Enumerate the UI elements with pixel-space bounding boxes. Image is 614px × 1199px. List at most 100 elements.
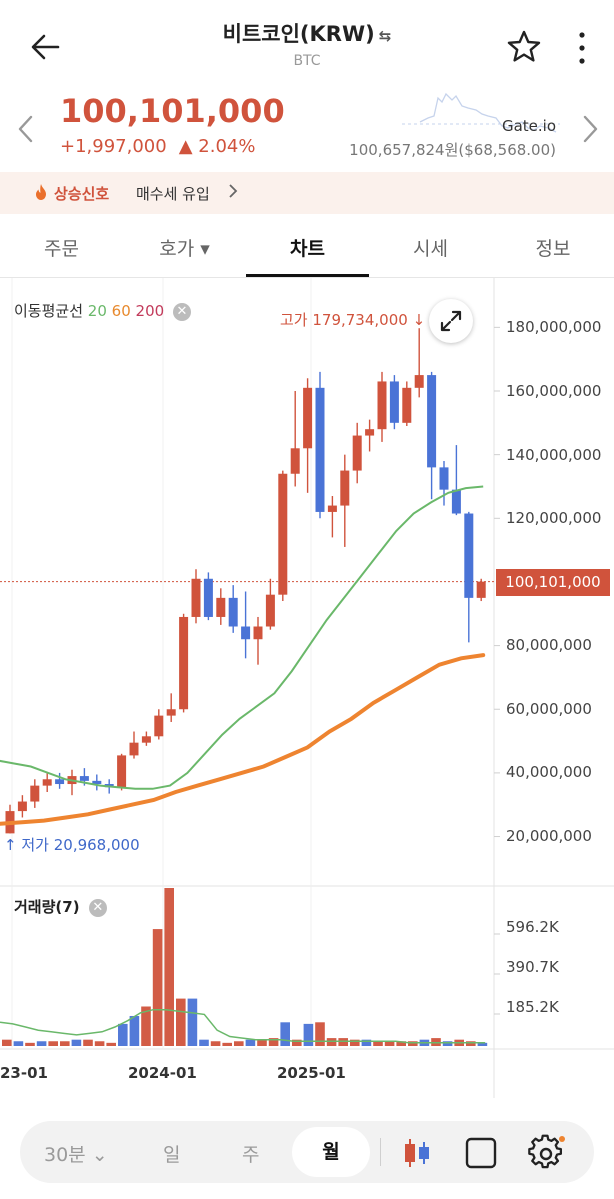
volume-bar: [176, 998, 186, 1046]
coin-name: 비트코인(KRW): [222, 22, 375, 46]
x-tick-label: 2024-01: [128, 1064, 197, 1082]
candle-body: [439, 467, 449, 490]
high-price-label: 고가 179,734,000 ↓: [280, 309, 425, 330]
signal-label: 상승신호: [54, 185, 110, 203]
tab-chart[interactable]: 차트: [290, 238, 325, 260]
volume-bar: [210, 1041, 221, 1046]
current-price-tag: 100,101,000: [496, 569, 610, 596]
signal-text: 매수세 유입: [136, 185, 210, 203]
volume-bar: [106, 1042, 116, 1046]
volume-ma-line: [0, 1008, 486, 1044]
volume-legend: 거래량(7) ✕: [14, 896, 107, 917]
high-price-text: 고가 179,734,000: [280, 311, 408, 329]
candle-body: [179, 616, 189, 710]
down-arrow-icon: ↓: [412, 311, 426, 329]
candle-body: [216, 597, 226, 617]
y-tick-label: 120,000,000: [506, 509, 602, 527]
volume-bar: [48, 1041, 58, 1046]
candle-body: [253, 626, 263, 640]
volume-bar: [396, 1041, 406, 1046]
volume-bar: [280, 1022, 290, 1046]
volume-bar: [350, 1039, 360, 1046]
candle-body: [327, 505, 337, 512]
candle-body: [389, 381, 399, 423]
signal-banner[interactable]: [0, 172, 614, 214]
ma60-line: [0, 653, 486, 826]
candle-body: [241, 626, 251, 640]
volume-bar: [129, 1015, 140, 1046]
close-volume-icon[interactable]: ✕: [88, 898, 107, 917]
ma200-label: 200: [135, 302, 165, 320]
volume-bar: [164, 888, 174, 1046]
volume-bar: [338, 1038, 348, 1046]
candle-body: [141, 736, 151, 743]
candle-body: [290, 448, 300, 474]
tab-info[interactable]: 정보: [535, 238, 571, 260]
candle-body: [117, 755, 127, 788]
volume-bar: [25, 1042, 35, 1046]
candle-body: [55, 779, 65, 785]
active-tab-indicator: [246, 274, 369, 277]
low-price-label: ↑ 저가 20,968,000: [4, 834, 140, 855]
volume-bar: [83, 1039, 93, 1046]
candle-body: [340, 470, 350, 506]
next-coin-icon[interactable]: [578, 114, 602, 144]
volume-bar: [199, 1039, 209, 1046]
candlestick-type-icon[interactable]: [402, 1137, 432, 1169]
volume-bar: [152, 929, 163, 1046]
coin-symbol: BTC: [293, 53, 321, 69]
prev-coin-icon[interactable]: [14, 114, 38, 144]
period-month[interactable]: 월: [292, 1127, 370, 1177]
low-price-text: 저가 20,968,000: [21, 836, 140, 854]
volume-bar: [315, 1022, 325, 1046]
price-chart[interactable]: [0, 278, 614, 1098]
price-change: +1,997,000 ▲ 2.04%: [60, 136, 255, 157]
interval-select[interactable]: 30분 ⌄: [44, 1140, 108, 1167]
volume-bar: [2, 1039, 12, 1046]
volume-bar: [373, 1041, 383, 1046]
volume-bar: [187, 998, 198, 1046]
tab-market[interactable]: 시세: [413, 238, 448, 260]
candle-body: [79, 776, 89, 781]
candle-body: [265, 594, 275, 627]
volume-bar: [118, 1023, 128, 1046]
volume-bar: [245, 1039, 256, 1046]
candle-body: [303, 387, 313, 449]
candle-body: [191, 578, 201, 617]
more-menu-icon[interactable]: [574, 30, 590, 66]
drawing-tool-icon[interactable]: [465, 1137, 497, 1169]
ma-label: 이동평균선: [14, 302, 84, 320]
candle-body: [402, 387, 412, 423]
up-arrow-icon: ↑: [4, 836, 17, 854]
settings-icon[interactable]: [528, 1134, 566, 1172]
chevron-down-icon: ⌄: [91, 1144, 108, 1166]
period-week[interactable]: 주: [242, 1144, 260, 1166]
current-price: 100,101,000: [60, 92, 285, 130]
candle-body: [42, 779, 52, 786]
volume-bar: [361, 1039, 372, 1046]
ma20-line: [0, 485, 484, 790]
volume-bar: [408, 1041, 418, 1046]
period-day[interactable]: 일: [163, 1144, 181, 1166]
volume-bar: [477, 1042, 488, 1046]
tab-divider: [0, 277, 614, 278]
candle-body: [464, 513, 474, 598]
volume-bar: [36, 1041, 47, 1046]
swap-icon[interactable]: ⇆: [378, 27, 392, 45]
candle-body: [315, 387, 325, 512]
volume-bar: [234, 1041, 244, 1046]
close-ma-icon[interactable]: ✕: [172, 302, 191, 321]
interval-label: 30분: [44, 1144, 86, 1166]
volume-bar: [94, 1041, 105, 1046]
tab-order[interactable]: 주문: [44, 238, 79, 260]
expand-icon[interactable]: [429, 299, 473, 343]
volume-bar: [466, 1041, 476, 1046]
fire-icon: [34, 183, 48, 205]
volume-bar: [292, 1039, 302, 1046]
star-icon[interactable]: [506, 29, 542, 65]
y-tick-label: 80,000,000: [506, 636, 592, 654]
back-arrow-icon[interactable]: [28, 30, 64, 66]
y-tick-label: 60,000,000: [506, 700, 592, 718]
x-tick-label: 23-01: [0, 1064, 48, 1082]
tab-orderbook[interactable]: 호가 ▾: [159, 238, 210, 260]
